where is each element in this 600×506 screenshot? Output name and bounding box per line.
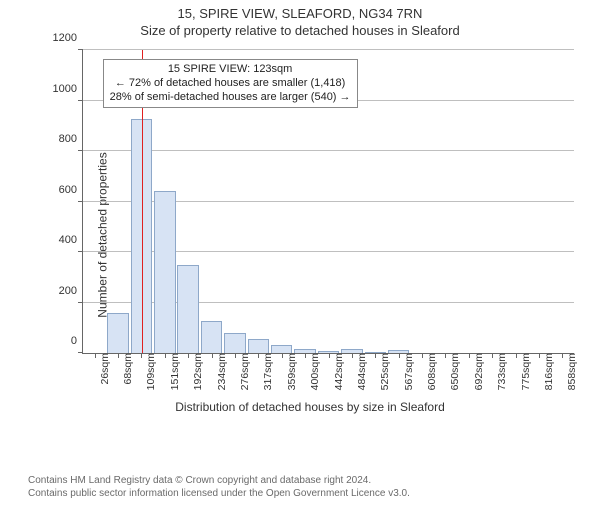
annotation-line-3: 28% of semi-detached houses are larger (…	[110, 91, 351, 105]
x-tick-label: 775sqm	[514, 353, 532, 390]
page-subtitle: Size of property relative to detached ho…	[0, 23, 600, 38]
y-tick	[78, 251, 83, 252]
gridline	[83, 49, 574, 50]
y-tick	[78, 150, 83, 151]
x-tick-label: 109sqm	[139, 353, 157, 390]
histogram-bar	[248, 339, 270, 353]
x-tick-label: 567sqm	[397, 353, 415, 390]
y-tick	[78, 49, 83, 50]
x-axis-label: Distribution of detached houses by size …	[38, 400, 582, 414]
y-tick-label: 200	[59, 285, 83, 297]
footer-line-1: Contains HM Land Registry data © Crown c…	[28, 474, 410, 487]
x-tick-label: 400sqm	[303, 353, 321, 390]
y-tick-label: 1200	[53, 32, 83, 44]
histogram-bar	[107, 313, 129, 353]
x-tick-label: 192sqm	[186, 353, 204, 390]
x-tick-label: 692sqm	[467, 353, 485, 390]
y-tick	[78, 302, 83, 303]
plot-area: 02004006008001000120026sqm68sqm109sqm151…	[82, 50, 574, 354]
x-tick-label: 650sqm	[443, 353, 461, 390]
x-tick-label: 26sqm	[93, 353, 111, 385]
x-tick-label: 525sqm	[373, 353, 391, 390]
x-tick-label: 608sqm	[420, 353, 438, 390]
x-tick-label: 276sqm	[233, 353, 251, 390]
y-tick-label: 600	[59, 184, 83, 196]
histogram-bar	[271, 345, 293, 353]
y-tick	[78, 352, 83, 353]
x-tick-label: 442sqm	[327, 353, 345, 390]
x-tick-label: 733sqm	[490, 353, 508, 390]
footer-line-2: Contains public sector information licen…	[28, 487, 410, 500]
histogram-bar	[201, 321, 223, 353]
annotation-box: 15 SPIRE VIEW: 123sqm ← 72% of detached …	[103, 59, 358, 108]
x-tick-label: 858sqm	[560, 353, 578, 390]
histogram-bar	[224, 333, 246, 353]
x-tick-label: 816sqm	[537, 353, 555, 390]
y-tick-label: 1000	[53, 83, 83, 95]
page-title-address: 15, SPIRE VIEW, SLEAFORD, NG34 7RN	[0, 6, 600, 21]
gridline	[83, 150, 574, 151]
y-tick	[78, 100, 83, 101]
histogram-bar	[154, 191, 176, 353]
x-tick-label: 359sqm	[280, 353, 298, 390]
y-tick-label: 0	[71, 335, 83, 347]
histogram-bar	[177, 265, 199, 353]
y-tick-label: 800	[59, 133, 83, 145]
x-tick-label: 317sqm	[256, 353, 274, 390]
x-tick-label: 151sqm	[163, 353, 181, 390]
y-tick	[78, 201, 83, 202]
annotation-line-2: ← 72% of detached houses are smaller (1,…	[110, 77, 351, 91]
y-tick-label: 400	[59, 234, 83, 246]
histogram-chart: Number of detached properties 0200400600…	[38, 50, 582, 420]
annotation-line-1: 15 SPIRE VIEW: 123sqm	[110, 63, 351, 77]
footer-attribution: Contains HM Land Registry data © Crown c…	[28, 474, 410, 500]
x-tick-label: 234sqm	[210, 353, 228, 390]
x-tick-label: 484sqm	[350, 353, 368, 390]
x-tick-label: 68sqm	[116, 353, 134, 385]
